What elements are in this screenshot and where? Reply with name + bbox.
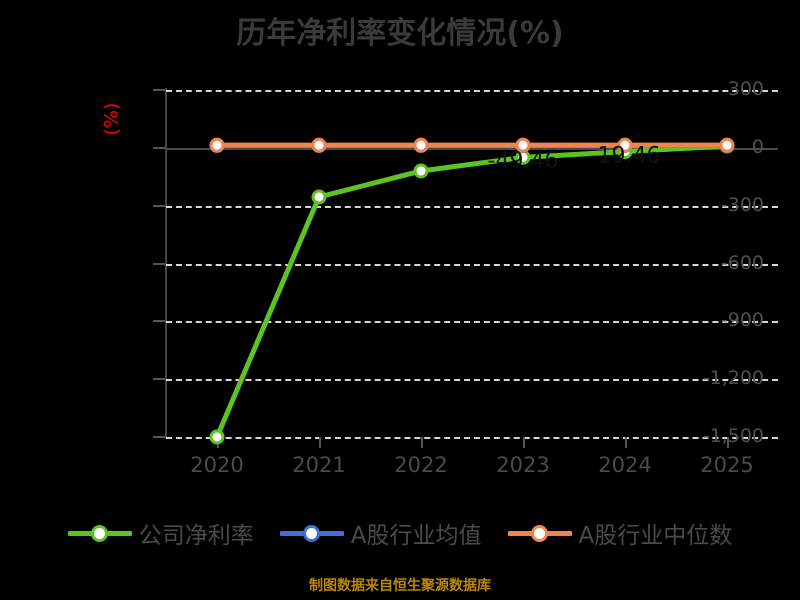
x-axis-tick	[523, 437, 525, 448]
legend-item[interactable]: A股行业均值	[279, 516, 482, 550]
gridline	[166, 90, 778, 92]
legend-label: 公司净利率	[138, 523, 254, 549]
y-axis-tick-label: -600	[720, 251, 764, 274]
x-axis-tick-label: 2021	[292, 453, 346, 477]
legend-item[interactable]: 公司净利率	[67, 516, 254, 550]
legend-marker-icon	[91, 524, 109, 542]
y-axis-tick	[153, 89, 165, 91]
x-axis-tick-label: 2025	[700, 453, 754, 477]
legend-swatch-icon	[67, 524, 132, 542]
y-axis-tick-label: -300	[720, 193, 764, 216]
y-axis-tick	[153, 146, 165, 149]
y-axis-tick-label: -1,500	[702, 425, 764, 447]
x-axis-tick	[319, 437, 321, 448]
y-axis-unit-label: (%)	[100, 102, 123, 136]
y-axis-tick-label: 0	[751, 135, 764, 158]
x-axis-tick	[625, 437, 627, 448]
legend-label: A股行业中位数	[578, 523, 733, 549]
x-axis-tick-label: 2023	[496, 453, 550, 477]
x-axis-tick	[217, 437, 219, 448]
x-axis-tick	[421, 437, 423, 448]
x-axis-tick	[727, 437, 729, 448]
chart-title: 历年净利率变化情况(%)	[236, 16, 564, 51]
y-axis-tick-label: 300	[727, 78, 764, 100]
y-axis-tick	[153, 320, 165, 323]
y-axis-tick-label: -1,200	[702, 367, 764, 390]
legend-marker-icon	[303, 524, 321, 542]
y-axis-tick	[153, 378, 165, 381]
y-axis-tick	[153, 262, 165, 265]
legend-swatch-icon	[279, 524, 344, 542]
x-axis-tick-label: 2020	[190, 453, 244, 477]
data-point-label: -19.46	[589, 143, 661, 169]
legend-item[interactable]: A股行业中位数	[507, 516, 733, 550]
plot-area: 300 0 -300 -600 -900 -1,200 -1,500	[153, 78, 778, 447]
x-axis-tick-label: 2022	[394, 453, 448, 477]
data-point-label: -49.46	[487, 148, 559, 174]
y-axis-tick-label: -900	[720, 309, 764, 332]
x-axis-tick-label: 2024	[598, 453, 652, 477]
legend-swatch-icon	[507, 524, 572, 542]
source-note: 制图数据来自恒生聚源数据库	[309, 578, 491, 594]
y-axis-tick	[153, 436, 165, 438]
legend-label: A股行业均值	[350, 523, 482, 549]
legend-marker-icon	[531, 524, 548, 542]
y-axis-tick	[153, 204, 165, 207]
chart-legend: 公司净利率 A股行业均值 A股行业中位数	[0, 516, 800, 550]
